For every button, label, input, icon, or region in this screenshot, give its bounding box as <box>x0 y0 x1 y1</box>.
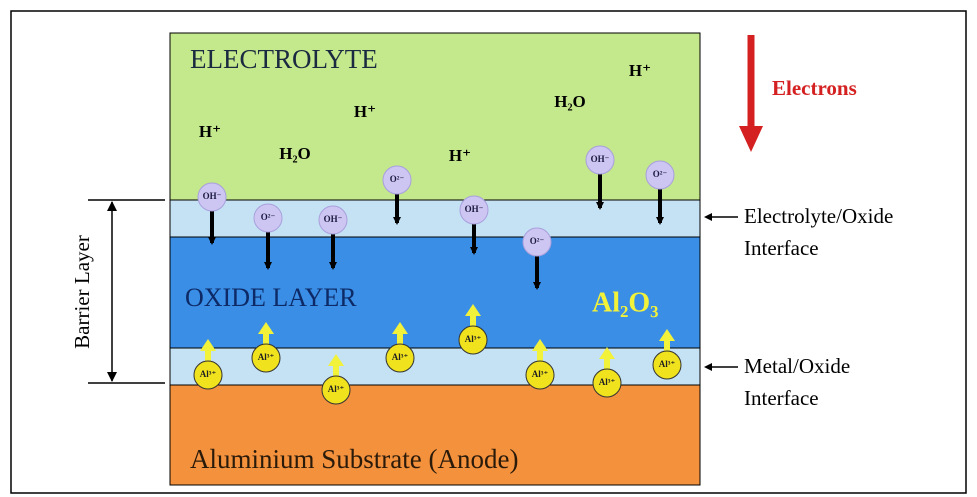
upper-interface-band <box>170 200 700 237</box>
electrolyte-title: ELECTROLYTE <box>190 44 378 74</box>
interface-label: Interface <box>744 236 819 260</box>
anion-label: OH⁻ <box>324 214 343 224</box>
species-label: H₂O <box>554 92 586 111</box>
species-label: H⁺ <box>449 146 471 165</box>
substrate-label: Aluminium Substrate (Anode) <box>190 444 518 474</box>
cation-label: Al³⁺ <box>532 369 549 379</box>
anion-label: OH⁻ <box>203 191 222 201</box>
cation-label: Al³⁺ <box>599 377 616 387</box>
anion-label: O²⁻ <box>653 169 668 179</box>
anion-label: O²⁻ <box>261 212 276 222</box>
cation-label: Al³⁺ <box>200 369 217 379</box>
anion-label: O²⁻ <box>390 174 405 184</box>
cation-label: Al³⁺ <box>659 359 676 369</box>
interface-label: Interface <box>744 386 819 410</box>
cation-label: Al³⁺ <box>392 352 409 362</box>
anion-label: OH⁻ <box>591 154 610 164</box>
cation-label: Al³⁺ <box>465 334 482 344</box>
cation-label: Al³⁺ <box>328 384 345 394</box>
species-label: H⁺ <box>354 102 376 121</box>
interface-label: Metal/Oxide <box>744 354 850 378</box>
anion-label: O²⁻ <box>530 236 545 246</box>
interface-label: Electrolyte/Oxide <box>744 204 893 228</box>
species-label: H⁺ <box>629 61 651 80</box>
diagram: ELECTROLYTE OXIDE LAYER Al₂O₃ Aluminium … <box>0 0 977 497</box>
cation-label: Al³⁺ <box>258 352 275 362</box>
oxide-title: OXIDE LAYER <box>185 283 357 312</box>
electrons-label: Electrons <box>772 76 857 100</box>
oxide-formula: Al₂O₃ <box>592 287 659 318</box>
barrier-label: Barrier Layer <box>70 235 94 349</box>
species-label: H⁺ <box>199 122 221 141</box>
anion-label: OH⁻ <box>465 204 484 214</box>
species-label: H₂O <box>279 144 311 163</box>
